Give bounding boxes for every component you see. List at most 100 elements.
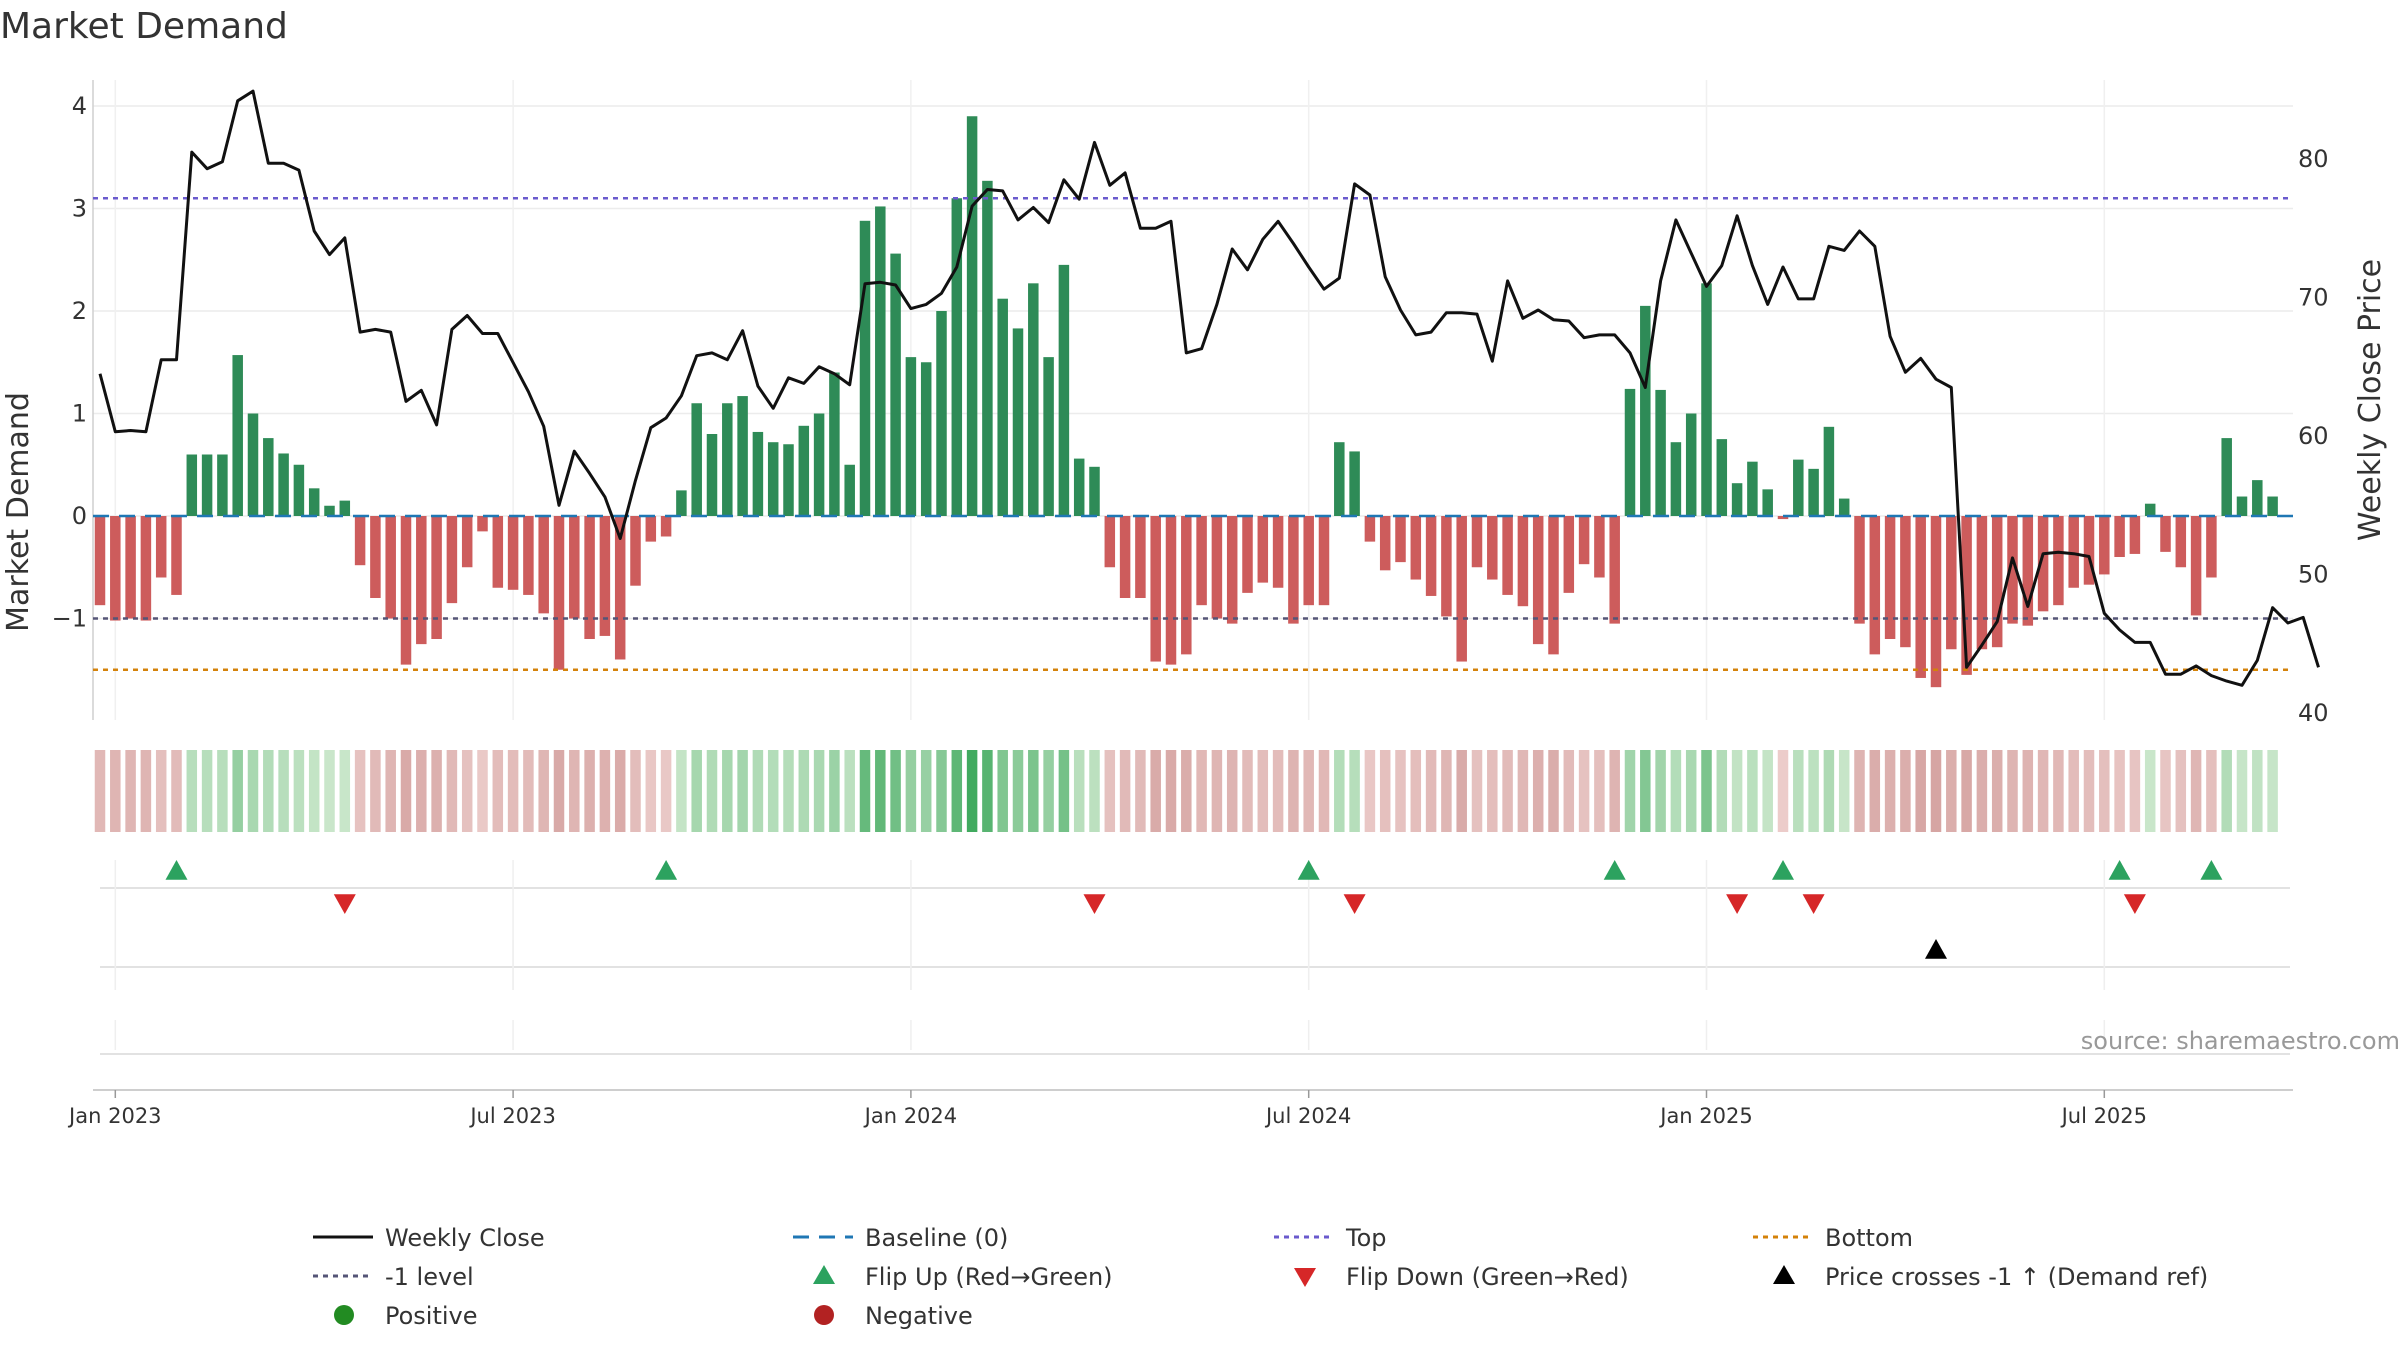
heat-cell [645,750,657,832]
heat-cell [1073,750,1085,832]
demand-bar [1487,516,1498,580]
legend-item: Baseline (0) [793,1224,1008,1252]
heat-cell [1502,750,1513,832]
heat-cell [1777,750,1789,832]
demand-bar [1165,516,1177,665]
demand-bar [431,516,442,639]
heat-cell [798,750,810,832]
demand-bar [1777,516,1789,520]
heat-cell [1946,750,1957,832]
heat-cell [2007,750,2018,832]
demand-bars [94,116,2278,688]
demand-bar [1196,516,1207,606]
heat-cell [1395,750,1406,832]
demand-bar [951,198,963,516]
heat-cell [905,750,917,832]
heat-cell [171,750,182,832]
heat-cell [706,750,718,832]
demand-bar [140,516,152,621]
heat-cell [1854,750,1865,832]
heat-cell [859,750,871,832]
legend-label: Top [1345,1224,1387,1252]
demand-bar [171,516,182,595]
heat-cell [1181,750,1192,832]
x-tick-label: Jan 2024 [863,1104,958,1128]
heat-cell [1548,750,1559,832]
demand-bar [155,516,167,578]
demand-bar [584,516,595,639]
demand-bar [492,516,504,588]
right-y-tick-label: 50 [2298,561,2329,589]
chart-title: Market Demand [0,6,288,47]
heat-cell [247,750,259,832]
demand-bar [982,180,993,516]
heat-cell [2175,750,2187,832]
heat-cell [2190,750,2202,832]
x-tick-label: Jul 2025 [2060,1104,2147,1128]
heat-cell [2099,750,2110,832]
legend-item: Price crosses -1 ↑ (Demand ref) [1773,1263,2208,1291]
heat-cell [1119,750,1131,832]
legend-item: Negative [814,1302,973,1330]
heat-cell [1869,750,1881,832]
demand-bar [1762,489,1773,516]
heat-cell [1334,750,1345,832]
heat-cell [1961,750,1972,832]
heat-cell [461,750,473,832]
demand-bar [1808,468,1819,516]
legend-triangle-down-icon [1294,1268,1316,1287]
demand-bar [201,454,213,516]
legend-label: Weekly Close [385,1224,545,1252]
legend-item: -1 level [313,1263,474,1291]
demand-bar [94,516,106,606]
demand-bar [186,454,198,516]
heat-cell [2206,750,2217,832]
legend-item: Weekly Close [313,1224,545,1252]
legend: Weekly Close Baseline (0) Top Bottom -1 leve… [313,1224,2208,1330]
demand-bar [569,516,580,619]
demand-bar [2114,516,2125,557]
legend-circle-icon [814,1305,834,1325]
heat-cell [1884,750,1896,832]
demand-bar [125,516,136,619]
heat-cell [2083,750,2095,832]
demand-bar [2267,496,2278,516]
demand-bar [1425,516,1437,596]
heat-cell [477,750,488,832]
legend-item: Top [1274,1224,1387,1252]
heat-cell [2022,750,2034,832]
demand-bar [1471,516,1483,568]
demand-bar [1456,516,1467,662]
demand-bar [614,516,626,660]
heat-cell [783,750,794,832]
heat-cell [201,750,213,832]
demand-bar [2007,516,2018,624]
heat-cell [94,750,106,832]
demand-bar [354,516,366,566]
legend-label: Flip Up (Red→Green) [865,1263,1113,1291]
demand-bar [1716,439,1728,516]
demand-bar [1884,516,1896,639]
demand-bar [1578,516,1590,565]
right-y-tick-label: 40 [2298,699,2329,727]
heat-cell [1930,750,1942,832]
x-axis: Jan 2023 Jul 2023 Jan 2024 Jul 2024 Jan 2025… [67,1089,2293,1128]
heat-cell [829,750,840,832]
legend-label: Positive [385,1302,478,1330]
heat-cell [1747,750,1758,832]
demand-bar [1257,516,1269,583]
flip-up-marker [655,860,678,880]
heat-cell [1655,750,1666,832]
heat-cell [1196,750,1207,832]
heat-cell [1318,750,1330,832]
heat-cell [844,750,855,832]
heat-cell [813,750,825,832]
demand-bar [1991,516,2003,648]
heat-cell [982,750,993,832]
demand-bar [1150,516,1161,662]
legend-item: Flip Down (Green→Red) [1294,1263,1629,1291]
demand-bar [1211,516,1223,619]
heat-cell [1823,750,1835,832]
flip-down-marker [1343,894,1366,914]
